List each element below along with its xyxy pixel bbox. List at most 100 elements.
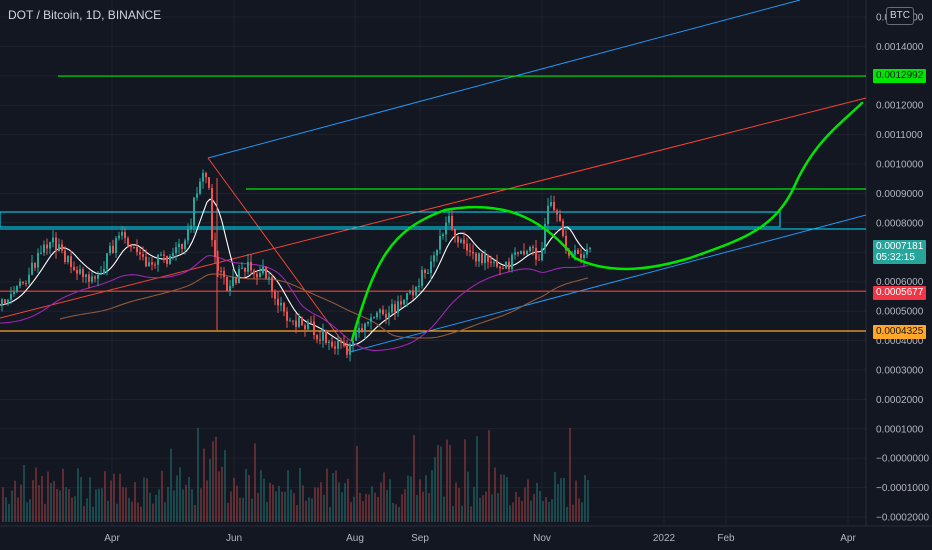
- candle: [70, 250, 72, 274]
- blue-channel-upper: [207, 0, 801, 159]
- candle: [427, 269, 429, 274]
- candle: [403, 299, 405, 306]
- volume-bar: [587, 479, 589, 522]
- candle-body: [52, 237, 54, 243]
- candle: [529, 245, 531, 253]
- candle: [100, 266, 102, 276]
- candle-body: [499, 266, 501, 269]
- candle: [229, 279, 231, 297]
- candle-body: [103, 269, 105, 274]
- candle-body: [133, 246, 135, 248]
- volume-bar: [203, 448, 205, 522]
- candle: [166, 255, 168, 268]
- candle: [130, 243, 132, 252]
- candle-body: [577, 250, 579, 255]
- candle-body: [97, 274, 99, 279]
- candle-body: [220, 270, 222, 272]
- time-axis[interactable]: Apr Jun Aug Sep Nov 2022 Feb Apr: [104, 533, 856, 544]
- candle-body: [250, 261, 252, 271]
- candle: [511, 252, 513, 273]
- volume-bar: [218, 471, 220, 522]
- candle: [394, 300, 396, 321]
- price-tick-label: −0.0002000: [876, 513, 930, 524]
- candle-body: [148, 262, 150, 267]
- candle-body: [175, 247, 177, 254]
- candle: [358, 321, 360, 338]
- candle: [151, 256, 153, 271]
- candle: [463, 231, 465, 249]
- volume-bar: [119, 473, 121, 522]
- candle-body: [106, 253, 108, 270]
- candle: [88, 271, 90, 289]
- volume-bar: [74, 496, 76, 522]
- candle: [538, 254, 540, 261]
- candle: [589, 246, 591, 253]
- price-axis[interactable]: 0.00150000.00140000.00130000.00120000.00…: [876, 13, 930, 524]
- time-tick-label: Jun: [226, 533, 242, 544]
- volume-bar: [524, 487, 526, 522]
- candle: [418, 278, 420, 293]
- candle: [451, 210, 453, 231]
- volume-bar: [17, 497, 19, 522]
- candle-body: [13, 292, 15, 295]
- volume-bar: [422, 491, 424, 522]
- candle-body: [385, 314, 387, 318]
- candle-body: [496, 261, 498, 267]
- candle-body: [535, 247, 537, 260]
- candle: [346, 339, 348, 358]
- volume-bar: [455, 482, 457, 522]
- candle: [49, 241, 51, 255]
- candle: [259, 266, 261, 278]
- volume-bar: [485, 491, 487, 522]
- candle: [58, 238, 60, 252]
- volume-bar: [530, 500, 532, 522]
- candle: [550, 195, 552, 208]
- candle-body: [334, 346, 336, 349]
- volume-bar: [242, 497, 244, 522]
- candle-body: [346, 345, 348, 355]
- volume-bar: [29, 499, 31, 522]
- candle-body: [469, 250, 471, 252]
- volume-bar: [275, 491, 277, 522]
- candle-body: [328, 341, 330, 343]
- candle: [268, 270, 270, 285]
- volume-bar: [380, 482, 382, 522]
- candle: [517, 251, 519, 257]
- candle-body: [424, 269, 426, 273]
- candle-body: [319, 339, 321, 341]
- candle: [25, 280, 27, 287]
- volume-bar: [443, 496, 445, 522]
- candle: [73, 261, 75, 272]
- candle-body: [337, 340, 339, 349]
- candle-body: [481, 253, 483, 264]
- candle: [382, 305, 384, 316]
- candle: [76, 266, 78, 280]
- currency-badge[interactable]: BTC: [886, 7, 914, 25]
- candle-body: [460, 239, 462, 243]
- candle-body: [286, 311, 288, 321]
- candle-body: [157, 254, 159, 265]
- candle: [373, 316, 375, 319]
- candle: [169, 253, 171, 266]
- volume-bar: [62, 468, 64, 522]
- volume-bar: [32, 480, 34, 522]
- volume-bar: [83, 506, 85, 522]
- candle-body: [235, 276, 237, 284]
- candle: [178, 238, 180, 254]
- candle-body: [1, 299, 3, 305]
- candle-body: [403, 299, 405, 305]
- candle-body: [40, 252, 42, 254]
- drawing-lines: [0, 0, 867, 353]
- candle-body: [277, 298, 279, 306]
- candle: [352, 339, 354, 353]
- candle-body: [265, 266, 267, 279]
- candle: [361, 323, 363, 333]
- candle-body: [466, 243, 468, 251]
- candle: [121, 225, 123, 240]
- candle: [124, 227, 126, 244]
- candle-body: [205, 172, 207, 178]
- volume-bar: [281, 491, 283, 522]
- current-price-value: 0.0007181: [876, 241, 924, 252]
- candle: [202, 169, 204, 189]
